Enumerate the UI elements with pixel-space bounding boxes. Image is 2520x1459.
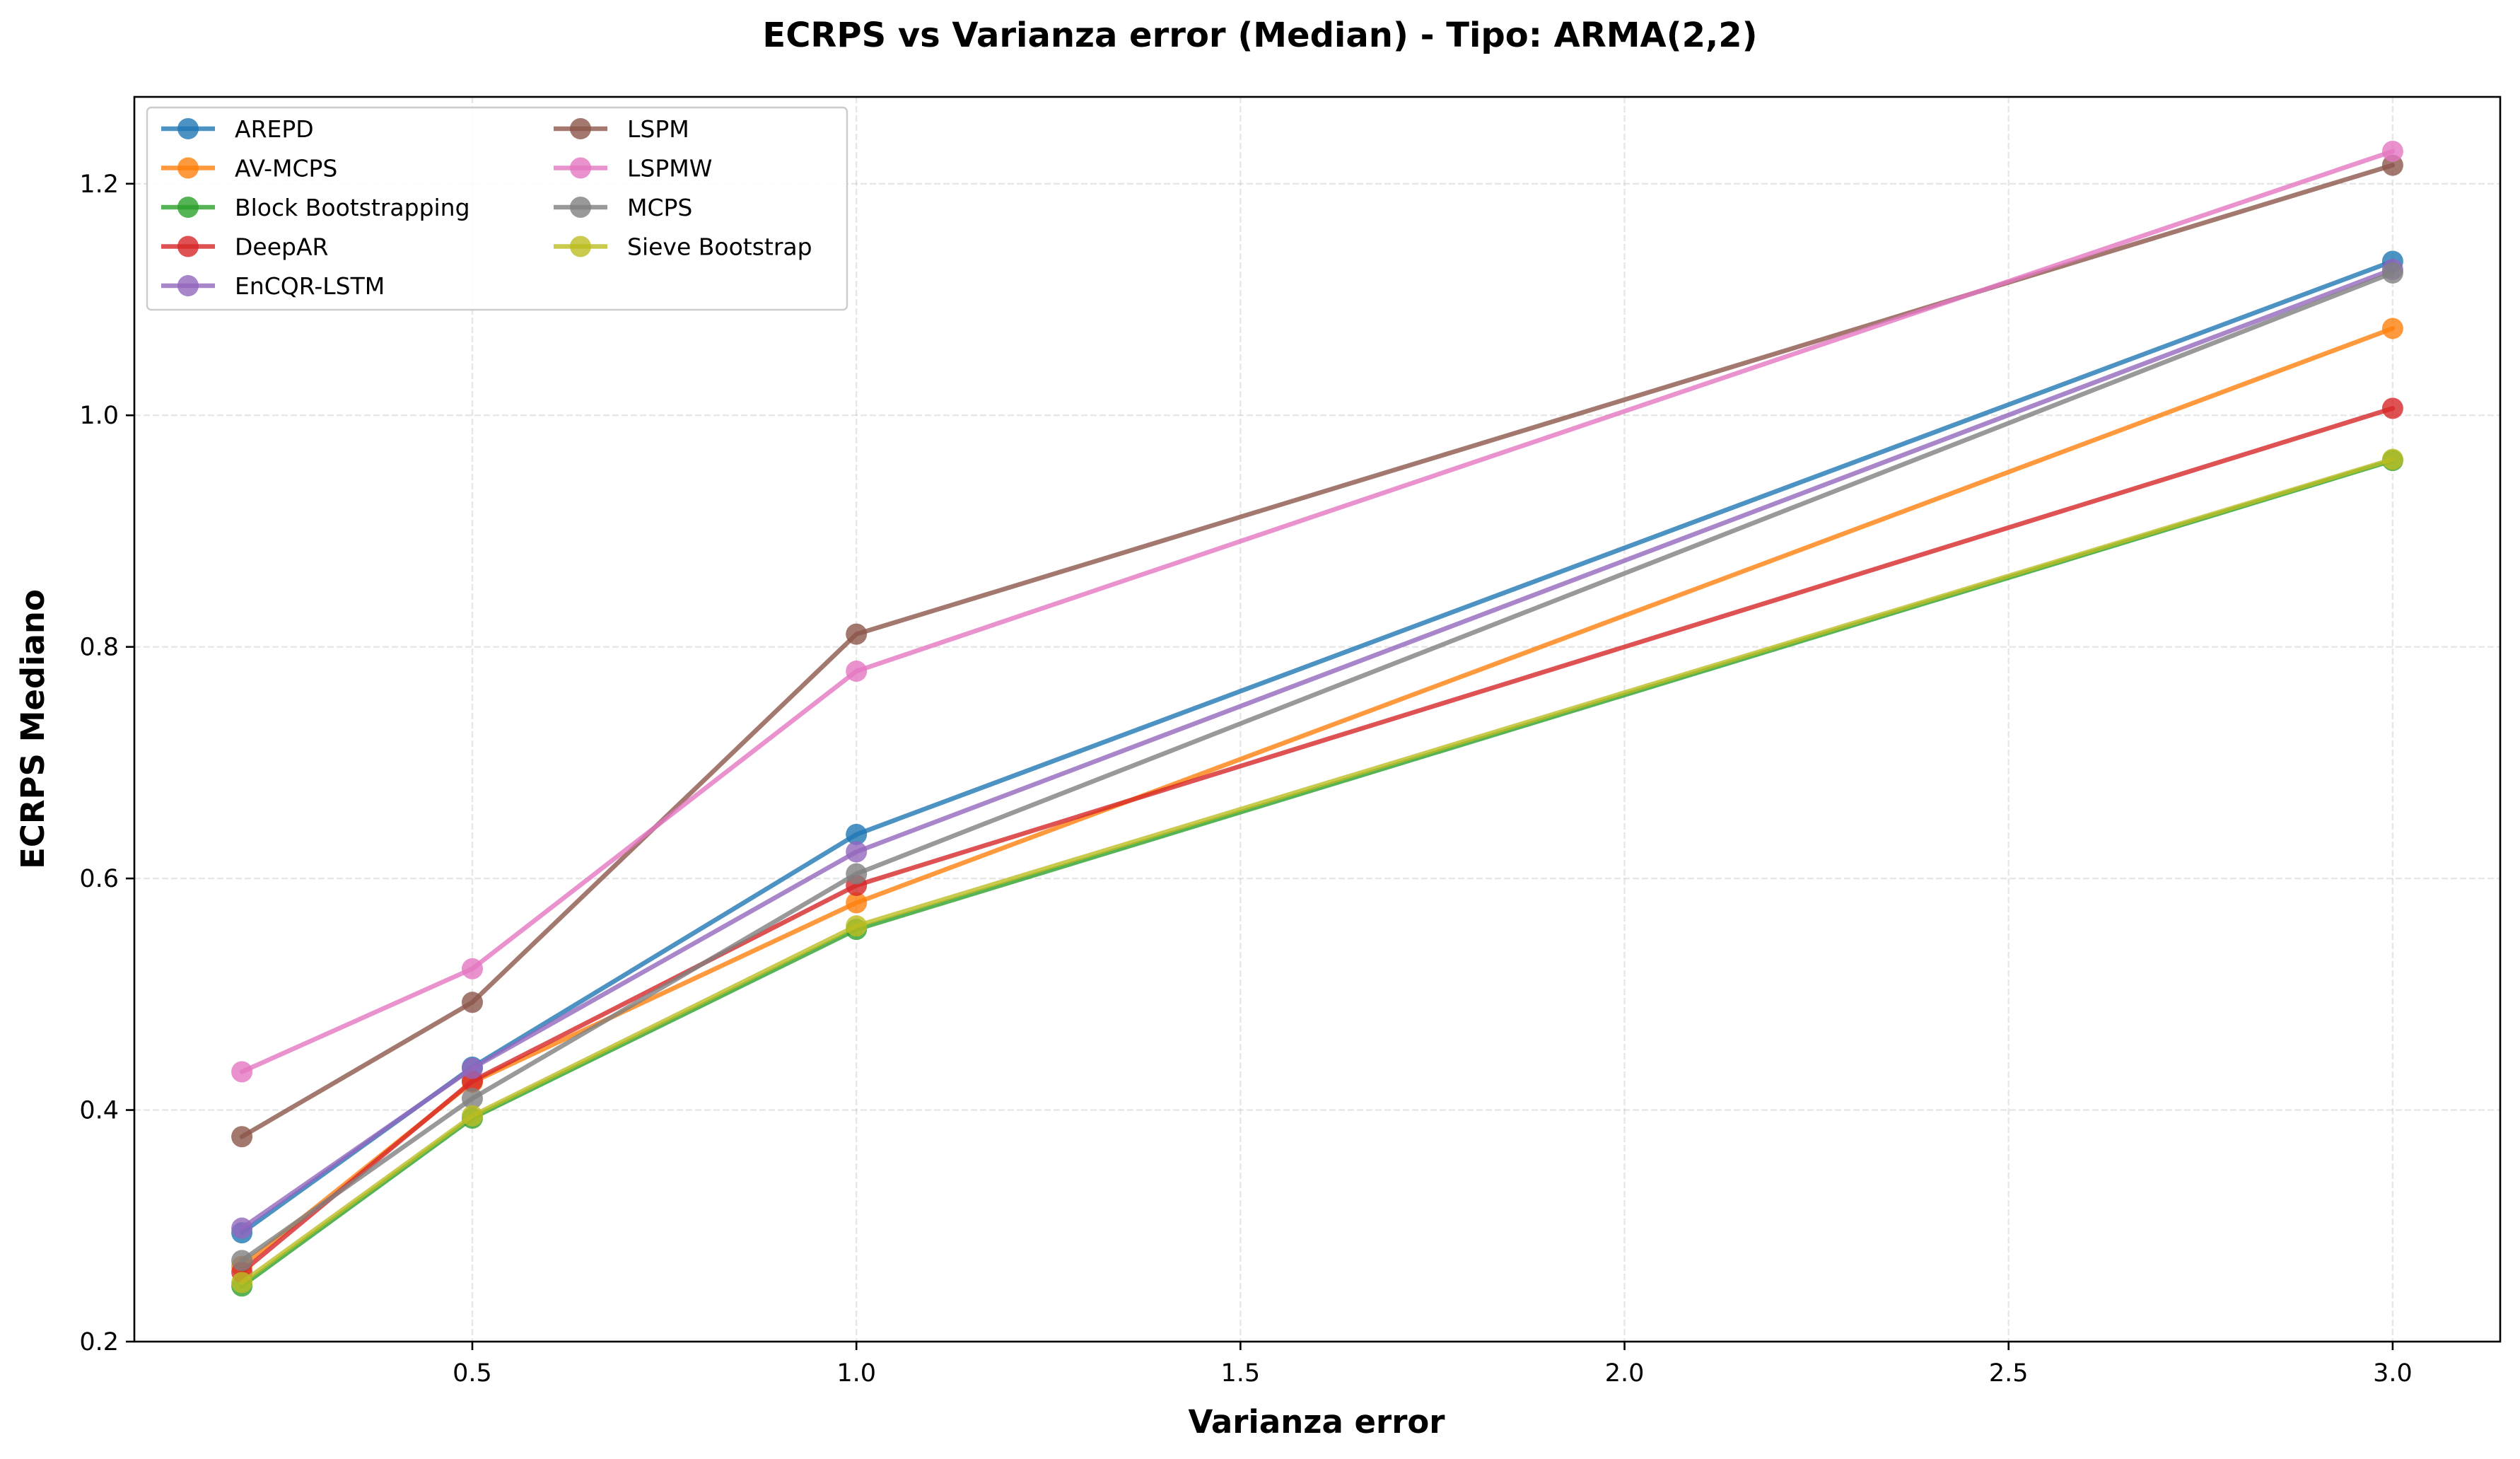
x-tick-label: 1.5 [1221, 1359, 1261, 1388]
legend-label: LSPMW [627, 155, 712, 182]
y-tick-label: 0.4 [79, 1097, 119, 1125]
y-tick-label: 0.2 [79, 1328, 119, 1356]
data-point [846, 863, 868, 885]
y-tick-label: 1.0 [79, 402, 119, 430]
data-point [462, 992, 483, 1013]
data-point [2381, 262, 2403, 284]
legend-marker [177, 118, 199, 139]
y-tick-label: 0.6 [79, 865, 119, 893]
data-point [846, 823, 868, 845]
legend-label: Block Bootstrapping [235, 194, 470, 221]
series-line [239, 406, 2396, 1275]
axis-ticks: 0.5 1.0 1.5 2.0 2.5 3.0 0.2 0.4 0.6 0.8 1.0 1.2 [79, 170, 2412, 1388]
series-line [239, 270, 2396, 1263]
plot-frame [133, 95, 2502, 1343]
legend-item: Block Bootstrapping [161, 194, 470, 221]
series-line [239, 326, 2396, 1269]
data-point [846, 661, 868, 682]
data-point [231, 1061, 253, 1083]
legend-marker [570, 118, 591, 139]
legend-label: MCPS [627, 194, 692, 221]
legend-marker [177, 275, 199, 296]
data-point [462, 1057, 483, 1079]
data-point [846, 841, 868, 863]
legend-item: AV-MCPS [161, 155, 337, 182]
series-encqr-lstm [231, 258, 2403, 1239]
data-point [231, 1126, 253, 1148]
legend-item: LSPM [554, 115, 689, 143]
series-av-mcps [231, 318, 2403, 1277]
legend-label: EnCQR-LSTM [235, 272, 385, 300]
data-point [2381, 448, 2403, 470]
data-point [462, 1105, 483, 1127]
legend-marker [177, 157, 199, 179]
data-point [231, 1217, 253, 1239]
legend: AREPD AV-MCPS Block Bootstrapping DeepAR EnC… [146, 106, 848, 311]
data-point [846, 915, 868, 937]
legend-item: LSPMW [554, 155, 712, 182]
legend-box [146, 106, 848, 311]
legend-marker [570, 197, 591, 218]
data-point [846, 892, 868, 914]
data-point [231, 1250, 253, 1272]
legend-marker [177, 197, 199, 218]
data-point [2381, 397, 2403, 419]
x-tick-label: 3.0 [2373, 1359, 2413, 1388]
data-point [462, 1088, 483, 1110]
legend-marker [570, 236, 591, 257]
series-lspmw [231, 140, 2403, 1083]
series-arepd [231, 250, 2403, 1244]
y-axis-title: ECRPS Mediano [14, 589, 52, 869]
series-line [239, 457, 2396, 1285]
x-axis-title: Varianza error [1189, 1403, 1446, 1441]
series-line [239, 259, 2396, 1236]
x-tick-label: 2.5 [1989, 1359, 2029, 1388]
legend-label: DeepAR [235, 233, 328, 261]
series-block-bootstrapping [231, 450, 2403, 1297]
data-point [231, 1272, 253, 1294]
legend-marker [177, 236, 199, 257]
legend-item: Sieve Bootstrap [554, 233, 812, 261]
series-group [231, 140, 2403, 1297]
x-tick-label: 0.5 [453, 1359, 492, 1388]
data-point [2381, 140, 2403, 162]
series-line [239, 267, 2396, 1231]
legend-label: Sieve Bootstrap [627, 233, 812, 261]
legend-item: DeepAR [161, 233, 328, 261]
series-line [239, 458, 2396, 1289]
series-line [239, 149, 2396, 1074]
legend-item: AREPD [161, 115, 314, 143]
x-tick-label: 1.0 [836, 1359, 876, 1388]
data-point [462, 958, 483, 980]
legend-marker [570, 157, 591, 179]
y-tick-label: 0.8 [79, 634, 119, 662]
chart-title: ECRPS vs Varianza error (Median) - Tipo:… [762, 16, 1757, 55]
series-sieve-bootstrap [231, 448, 2403, 1294]
series-deepar [231, 397, 2403, 1283]
data-point [2381, 318, 2403, 339]
x-tick-label: 2.0 [1605, 1359, 1645, 1388]
legend-label: AREPD [235, 115, 314, 143]
series-mcps [231, 262, 2403, 1272]
legend-item: EnCQR-LSTM [161, 272, 385, 300]
legend-label: AV-MCPS [235, 155, 337, 182]
legend-item: MCPS [554, 194, 692, 221]
legend-label: LSPM [627, 115, 689, 143]
data-point [846, 623, 868, 645]
y-tick-label: 1.2 [79, 170, 119, 199]
series-line [239, 163, 2396, 1139]
